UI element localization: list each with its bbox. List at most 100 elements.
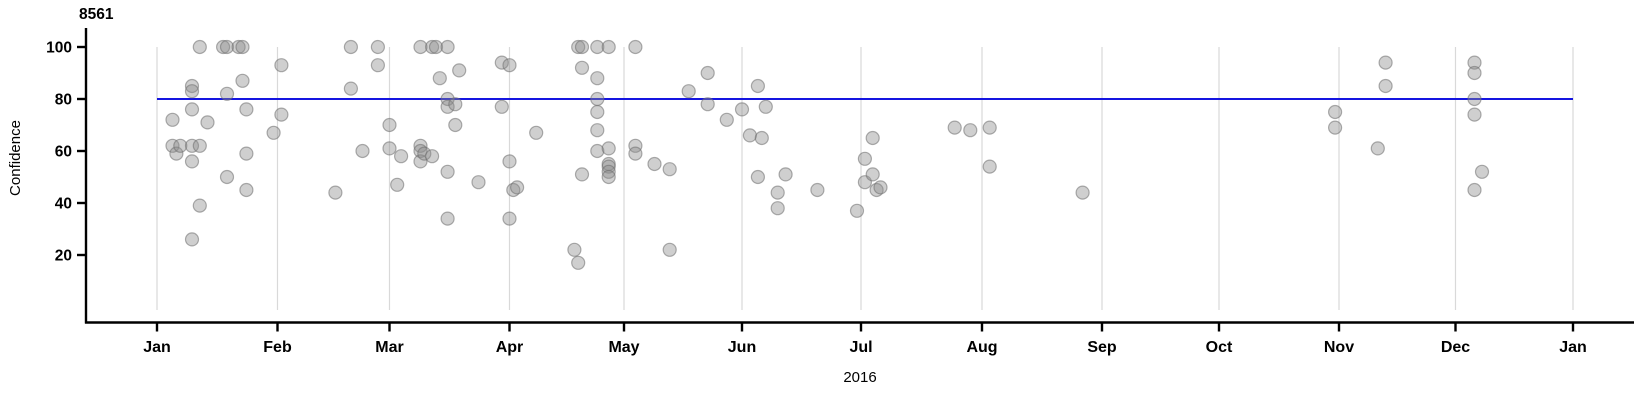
x-tick-label: Oct [1206, 339, 1233, 356]
data-point [216, 39, 231, 55]
data-point [343, 39, 358, 55]
data-point [370, 58, 385, 73]
data-point [647, 156, 662, 172]
data-point [1467, 182, 1482, 198]
data-point [601, 39, 616, 55]
data-point [440, 211, 455, 226]
data-point [567, 242, 582, 257]
data-point [869, 182, 884, 198]
data-point [750, 78, 766, 94]
x-axis-ticks: Jan Feb Mar Apr May Jun Jul Aug Sep Oct Nov Dec Jan [143, 323, 1587, 356]
data-point [425, 39, 440, 55]
data-point [192, 198, 207, 213]
data-point [758, 99, 773, 114]
data-point [173, 138, 188, 153]
data-point [235, 39, 250, 55]
data-point [571, 39, 586, 55]
data-point [184, 154, 200, 169]
data-point [192, 39, 207, 55]
data-point [432, 71, 447, 86]
data-point [662, 242, 677, 257]
data-point [235, 73, 250, 88]
data-point [601, 169, 616, 185]
data-point [1467, 91, 1482, 107]
data-point [169, 146, 184, 161]
data-point [590, 143, 605, 159]
data-point [440, 99, 455, 114]
x-tick-label: Nov [1324, 339, 1354, 356]
y-axis-label: Confidence [7, 120, 24, 196]
data-point [1467, 65, 1482, 81]
data-point [328, 185, 343, 200]
x-tick-label: Jan [1559, 339, 1587, 356]
data-point [529, 125, 544, 140]
data-point [494, 55, 509, 70]
data-point [448, 117, 463, 133]
data-point [590, 123, 605, 138]
data-point [184, 78, 200, 94]
data-point [778, 167, 793, 182]
data-point [734, 102, 750, 117]
month-gridlines [156, 47, 1574, 310]
data-point [274, 107, 289, 122]
data-point [165, 112, 180, 127]
data-point [1474, 164, 1490, 179]
data-point [1467, 55, 1482, 70]
y-tick-label: 60 [55, 144, 72, 161]
data-point [413, 154, 428, 169]
data-point [1467, 107, 1482, 122]
data-point [590, 91, 605, 107]
data-point [754, 130, 769, 146]
data-point [428, 39, 444, 55]
data-point [982, 159, 997, 174]
data-point [1327, 104, 1343, 120]
data-point [394, 149, 409, 164]
data-point [200, 115, 215, 130]
data-point [628, 138, 643, 153]
data-point [413, 39, 428, 55]
y-tick-label: 20 [55, 248, 72, 265]
data-point [857, 151, 873, 166]
data-point [494, 99, 509, 114]
data-point [571, 255, 586, 270]
x-tick-label: Apr [496, 339, 524, 356]
data-point [370, 39, 385, 55]
data-point [343, 81, 358, 96]
data-point [239, 102, 254, 117]
data-point [440, 91, 455, 107]
data-point [239, 146, 254, 161]
data-point [184, 138, 200, 153]
data-point [810, 182, 825, 198]
y-axis-ticks: 20 40 60 80 100 [46, 40, 86, 265]
axes [84, 28, 1634, 324]
data-point [413, 138, 428, 153]
data-point [628, 146, 643, 161]
x-tick-label: Dec [1441, 339, 1470, 356]
data-point [440, 39, 455, 55]
data-point [448, 97, 463, 112]
data-point [231, 39, 246, 55]
data-point [628, 39, 643, 55]
data-point [574, 167, 590, 182]
data-point [590, 104, 605, 120]
x-tick-label: Aug [966, 339, 997, 356]
data-point [1370, 141, 1385, 156]
data-point [509, 180, 525, 195]
data-point [184, 232, 200, 247]
data-point [742, 128, 758, 143]
chart-title: 8561 [79, 6, 114, 23]
data-point [239, 182, 254, 198]
data-point [219, 39, 235, 55]
data-points [165, 39, 1490, 270]
x-tick-label: Jan [143, 339, 171, 356]
data-point [1075, 185, 1090, 200]
data-point [947, 120, 962, 135]
data-point [1327, 120, 1343, 135]
data-point [963, 123, 978, 138]
x-axis-label: 2016 [843, 369, 876, 386]
x-tick-label: May [608, 339, 639, 356]
data-point [700, 65, 715, 81]
data-point [681, 84, 696, 99]
data-point [601, 159, 616, 174]
